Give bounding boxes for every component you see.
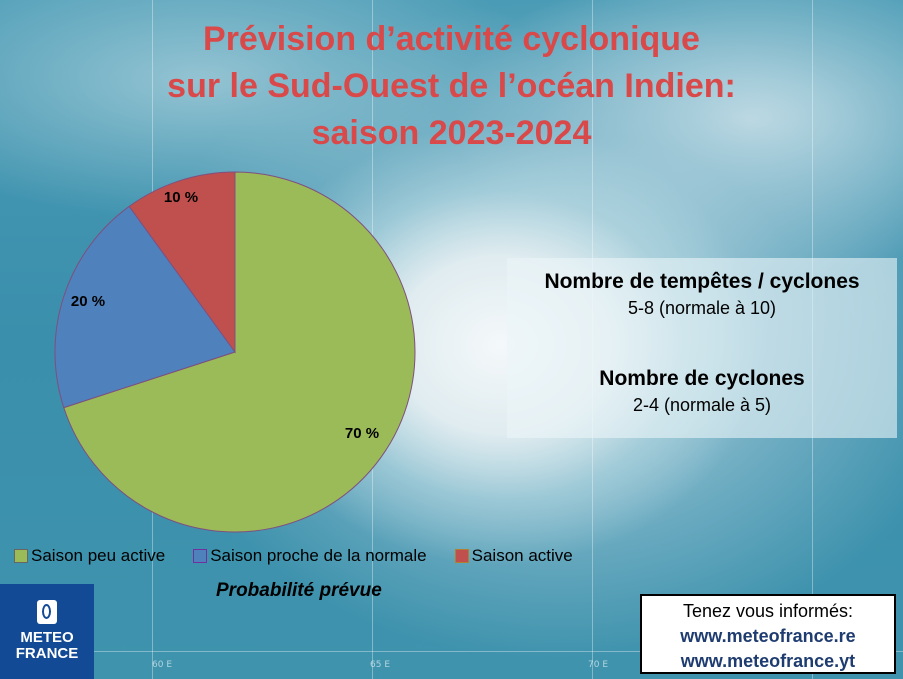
title-line: saison 2023-2024: [311, 114, 592, 152]
longitude-label: 60 E: [152, 660, 172, 670]
longitude-label: 70 E: [588, 660, 608, 670]
contact-box: Tenez vous informés: www.meteofrance.re …: [640, 594, 896, 674]
meteo-france-logo: METEO FRANCE: [0, 584, 94, 679]
title-line: Prévision d’activité cyclonique: [203, 20, 700, 58]
title-line: sur le Sud-Ouest de l’océan Indien:: [167, 67, 736, 105]
legend-label: Saison proche de la normale: [210, 546, 427, 565]
map-gridline: [0, 651, 903, 652]
cyclones-heading: Nombre de cyclones: [599, 367, 805, 390]
data-label: 10 %: [164, 189, 198, 206]
logo-text: FRANCE: [15, 645, 79, 662]
legend-swatch: [193, 549, 208, 563]
legend-label: Saison active: [471, 546, 573, 565]
forecast-info-panel: Nombre de tempêtes / cyclones 5-8 (norma…: [507, 258, 897, 438]
pie-slice-2: [54, 205, 236, 409]
cyclones-value: 2-4 (normale à 5): [632, 395, 772, 415]
data-label: 20 %: [71, 293, 105, 310]
axis-caption: Probabilité prévue: [216, 580, 382, 601]
legend-item: Saison active: [454, 546, 573, 566]
legend-item: Saison proche de la normale: [193, 546, 427, 566]
data-label: 70 %: [345, 425, 379, 442]
storms-value: 5-8 (normale à 10): [627, 298, 777, 318]
legend-swatch: [454, 549, 469, 563]
website-link-yt[interactable]: www.meteofrance.yt: [680, 651, 856, 671]
legend-item: Saison peu active: [14, 546, 165, 566]
website-link-re[interactable]: www.meteofrance.re: [680, 626, 856, 646]
chart-title: Prévision d’activité cyclonique sur le S…: [0, 16, 903, 157]
logo-icon: [37, 600, 57, 624]
contact-heading: Tenez vous informés:: [682, 601, 854, 621]
longitude-label: 65 E: [370, 660, 390, 670]
chart-legend: Saison peu active Saison proche de la no…: [14, 546, 601, 566]
legend-label: Saison peu active: [31, 546, 166, 565]
storms-heading: Nombre de tempêtes / cyclones: [544, 270, 860, 293]
logo-text: METEO: [20, 629, 74, 646]
pie-slice-1: [63, 171, 416, 533]
pie-slice-3: [128, 171, 236, 354]
legend-swatch: [14, 549, 28, 563]
